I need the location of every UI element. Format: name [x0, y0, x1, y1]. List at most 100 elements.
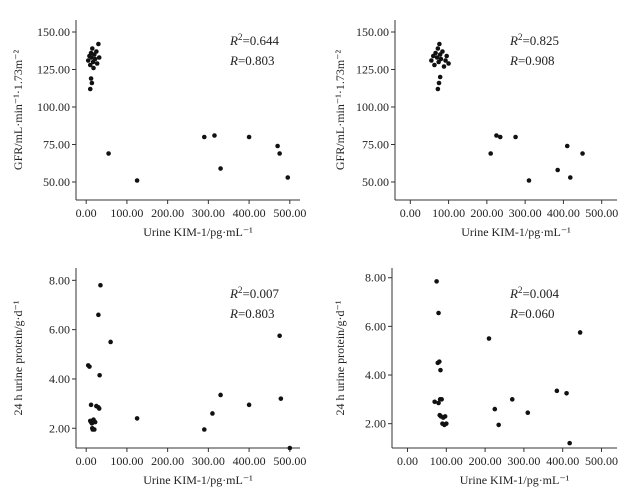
- data-point: [87, 62, 93, 68]
- y-tick-label: 4.00: [365, 368, 386, 382]
- r-value-label: R=0.060: [509, 306, 555, 321]
- x-tick-label: 100.00: [432, 206, 465, 220]
- y-tick-label: 75.00: [43, 138, 70, 152]
- y-axis-label: GFR/mL·min⁻¹·1.73m⁻²: [333, 50, 347, 171]
- x-tick-label: 400.00: [547, 206, 580, 220]
- x-tick-label: 100.00: [430, 454, 463, 468]
- data-point: [94, 61, 100, 66]
- r-squared-label: R2=0.644: [229, 32, 280, 48]
- data-point: [564, 143, 570, 149]
- y-tick-label: 75.00: [362, 138, 389, 152]
- data-point: [494, 133, 499, 138]
- data-point: [437, 41, 442, 47]
- x-tick-label: 400.00: [233, 206, 266, 220]
- r-value-label: R=0.803: [229, 306, 275, 321]
- data-point: [87, 364, 92, 369]
- r-value-label: R=0.803: [229, 53, 275, 68]
- y-tick-label: 50.00: [43, 175, 70, 189]
- data-point: [432, 62, 437, 68]
- y-tick-label: 6.00: [49, 323, 70, 337]
- data-point: [492, 406, 498, 412]
- x-tick-label: 300.00: [507, 454, 540, 468]
- y-tick-label: 4.00: [49, 372, 70, 386]
- r-squared-label: R2=0.004: [509, 285, 560, 301]
- data-point: [108, 339, 113, 345]
- data-point: [437, 397, 443, 402]
- panel-protein-right: 0.00 100.00 200.00 300.00 400.00 500.00 2.00 4.…: [333, 268, 618, 487]
- data-point: [429, 58, 434, 63]
- y-tick-label: 150.00: [356, 25, 389, 39]
- data-point: [98, 282, 103, 288]
- x-tick-label: 0.00: [76, 454, 97, 468]
- data-point: [277, 333, 282, 339]
- data-point: [438, 56, 444, 62]
- data-point: [486, 336, 492, 341]
- data-point: [513, 134, 518, 140]
- x-tick-label: 0.00: [400, 206, 421, 220]
- data-point: [92, 427, 97, 432]
- x-tick-label: 100.00: [110, 454, 143, 468]
- data-point: [434, 55, 440, 60]
- panel-gfr-left: 0.00 100.00 200.00 300.00 400.00 500.00 50.00 7…: [11, 20, 306, 239]
- y-tick-label: 8.00: [49, 273, 70, 287]
- data-point: [96, 55, 102, 60]
- data-point: [564, 390, 569, 396]
- data-point: [96, 41, 101, 47]
- data-point: [210, 411, 215, 416]
- x-axis-label: Urine KIM-1/pg·mL⁻¹: [460, 473, 570, 487]
- data-point: [91, 65, 96, 71]
- data-point: [436, 310, 441, 316]
- data-point: [94, 49, 99, 54]
- x-tick-label: 100.00: [110, 206, 143, 220]
- x-tick-label: 300.00: [509, 206, 542, 220]
- data-point: [89, 80, 95, 86]
- data-point: [246, 134, 252, 140]
- y-tick-label: 6.00: [365, 319, 386, 333]
- x-tick-label: 0.00: [76, 206, 97, 220]
- x-axis-label: Urine KIM-1/pg·mL⁻¹: [143, 225, 253, 239]
- x-tick-label: 400.00: [233, 454, 266, 468]
- data-point: [444, 421, 449, 426]
- y-tick-label: 2.00: [365, 417, 386, 431]
- x-tick-label: 300.00: [192, 454, 225, 468]
- data-point: [577, 330, 583, 335]
- data-point: [92, 419, 98, 425]
- data-point: [436, 400, 441, 406]
- data-point: [278, 396, 284, 401]
- x-tick-label: 200.00: [151, 454, 184, 468]
- data-point: [444, 53, 449, 59]
- x-tick-label: 500.00: [273, 206, 306, 220]
- data-point: [275, 143, 280, 149]
- data-point: [88, 76, 94, 81]
- y-tick-label: 125.00: [37, 63, 70, 77]
- data-point: [218, 392, 223, 398]
- data-point: [433, 50, 438, 56]
- r-value-label: R=0.908: [509, 53, 555, 68]
- data-point: [446, 61, 451, 66]
- data-point: [554, 388, 560, 394]
- data-point: [134, 416, 140, 421]
- y-tick-label: 150.00: [37, 25, 70, 39]
- data-point: [509, 397, 515, 402]
- panel-gfr-right: 0.00 100.00 200.00 300.00 400.00 500.00 50.00 7…: [333, 20, 618, 239]
- panel-protein-left: 0.00 100.00 200.00 300.00 400.00 500.00 2.00 4.…: [11, 268, 306, 487]
- data-point: [441, 64, 447, 69]
- data-point: [432, 399, 437, 405]
- data-point: [92, 56, 98, 62]
- data-point: [442, 414, 448, 419]
- y-tick-label: 8.00: [365, 271, 386, 285]
- data-point: [85, 58, 91, 63]
- data-point: [201, 427, 207, 432]
- data-point: [436, 80, 442, 86]
- x-tick-label: 200.00: [470, 206, 503, 220]
- y-tick-label: 2.00: [49, 421, 70, 435]
- y-axis-label: GFR/mL·min⁻¹·1.73m⁻²: [11, 50, 25, 171]
- data-point: [218, 166, 223, 171]
- data-point: [285, 175, 291, 180]
- data-point: [246, 402, 252, 408]
- x-tick-label: 400.00: [546, 454, 579, 468]
- data-point: [134, 178, 140, 183]
- x-axis-label: Urine KIM-1/pg·mL⁻¹: [143, 473, 253, 487]
- data-point: [437, 74, 443, 80]
